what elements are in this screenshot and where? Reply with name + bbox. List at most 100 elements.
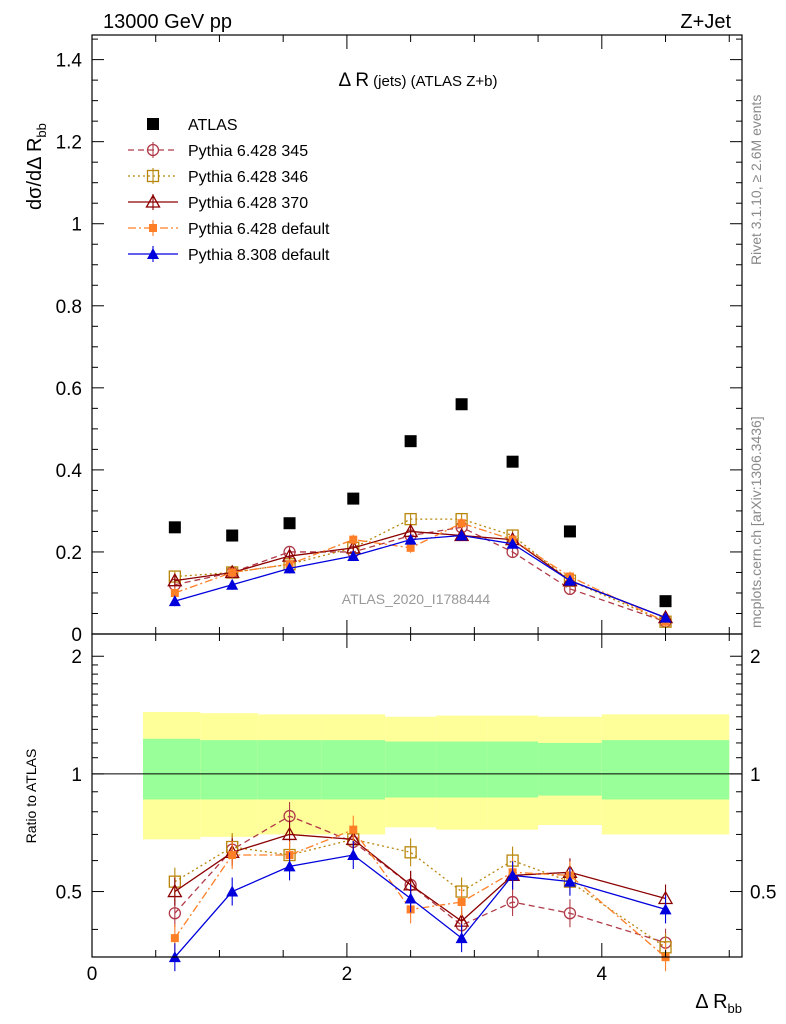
legend-marker-p345: [146, 143, 160, 157]
data-point-p345: [168, 907, 181, 920]
data-point-p8def: [455, 932, 468, 944]
band-inner-bin: [436, 741, 488, 798]
legend-marker-p346: [146, 169, 160, 183]
y-tick-label: 0.4: [56, 461, 83, 482]
ratio-tick-label-right: 2: [750, 647, 761, 668]
ratio-tick-label-right: 1: [750, 765, 761, 786]
data-point-atlas: [226, 529, 239, 542]
x-axis-label: Δ Rbb: [695, 991, 742, 1016]
rivet-version-label: Rivet 3.1.10, ≥ 2.6M events: [748, 95, 764, 265]
band-inner-bin: [142, 738, 201, 800]
main-y-axis-label: dσ/dΔ Rbb: [24, 123, 49, 210]
ratio-series-p346: [168, 825, 672, 962]
data-point-p8def: [283, 562, 296, 574]
data-point-p6def: [170, 934, 179, 943]
ratio-tick-label-left: 1: [71, 765, 82, 786]
process-label: Z+Jet: [680, 11, 731, 33]
legend-label-p8def: Pythia 8.308 default: [188, 247, 330, 264]
data-point-p8def: [506, 537, 519, 549]
series-line-p370: [174, 833, 666, 922]
series-line-p6def: [174, 828, 666, 958]
plot-title: Δ R (jets) (ATLAS Z+b): [339, 70, 498, 91]
data-point-p6def: [349, 535, 358, 544]
axis-ticks: 00.20.40.60.811.21.40 2 40.5 0.51 12 2: [56, 35, 776, 985]
legend: ATLAS Pythia 6.428 345 Pythia 6.428 346 Pyt…: [128, 117, 330, 264]
legend-label-p6def: Pythia 6.428 default: [188, 221, 330, 238]
data-point-p6def: [228, 851, 237, 860]
ratio-uncertainty-bands: [142, 711, 730, 840]
data-point-p8def: [226, 578, 239, 590]
data-point-p6def: [457, 898, 466, 907]
data-point-p8def: [563, 875, 576, 887]
data-point-atlas: [283, 517, 296, 530]
data-point-p8def: [563, 574, 576, 586]
y-tick-label: 1.2: [56, 133, 82, 154]
legend-marker-p6def: [149, 224, 157, 232]
ratio-panel-frame: [91, 633, 743, 958]
data-point-p8def: [283, 860, 296, 872]
series-atlas: [168, 398, 672, 608]
y-tick-label: 1: [71, 215, 82, 236]
data-point-p370: [281, 826, 298, 841]
ratio-series-p6def: [170, 815, 670, 972]
x-tick-label: 2: [342, 964, 353, 985]
mcplots-label: mcplots.cern.ch [arXiv:1306.3436]: [748, 416, 764, 628]
data-point-p8def: [506, 869, 519, 881]
data-point-p6def: [406, 543, 415, 552]
legend-label-p370: Pythia 6.428 370: [188, 195, 308, 212]
y-tick-label: 0.2: [56, 543, 82, 564]
data-point-atlas: [659, 595, 672, 608]
series-p8def: [168, 529, 672, 623]
data-point-p6def: [170, 588, 179, 597]
legend-entry-p8def: Pythia 8.308 default: [128, 246, 330, 264]
series-line-p346: [174, 838, 666, 948]
data-point-p346: [404, 846, 417, 859]
x-tick-label: 4: [597, 964, 608, 985]
data-point-p345: [506, 895, 519, 909]
ratio-y-axis-label: Ratio to ATLAS: [23, 749, 39, 844]
x-tick-label: 0: [87, 964, 98, 985]
legend-label-atlas: ATLAS: [188, 117, 238, 134]
legend-marker-p370: [145, 194, 161, 208]
series-line-p8def: [174, 854, 666, 958]
data-point-p8def: [659, 611, 672, 623]
data-point-p8def: [347, 550, 360, 562]
ratio-tick-label-right: 0.5: [750, 883, 776, 904]
band-inner-bin: [487, 741, 539, 798]
ratio-panel-series: [167, 802, 674, 972]
y-tick-label: 0.6: [56, 379, 82, 400]
ratio-tick-label-left: 0.5: [56, 883, 82, 904]
ratio-tick-label-left: 2: [71, 647, 82, 668]
legend-label-p346: Pythia 6.428 346: [188, 169, 308, 186]
band-inner-bin: [200, 740, 258, 800]
data-point-atlas: [404, 435, 417, 448]
data-point-atlas: [506, 455, 519, 468]
data-point-p370: [167, 883, 183, 898]
data-point-p6def: [457, 519, 466, 528]
data-point-p370: [167, 572, 183, 587]
data-point-p6def: [228, 568, 237, 577]
band-inner-bin: [321, 740, 386, 800]
panel-frames: [91, 34, 743, 958]
legend-entry-p346: Pythia 6.428 346: [128, 168, 308, 186]
y-tick-label: 1.4: [56, 51, 83, 72]
data-point-p8def: [168, 595, 181, 607]
beam-energy-label: 13000 GeV pp: [103, 11, 232, 33]
data-point-atlas: [563, 525, 576, 538]
series-p346: [168, 512, 672, 628]
data-point-p8def: [226, 885, 239, 897]
analysis-id-label: ATLAS_2020_I1788444: [342, 591, 491, 607]
main-panel-series: [167, 398, 674, 628]
series-p370: [167, 523, 674, 624]
band-inner-bin: [385, 741, 437, 798]
data-point-p8def: [404, 892, 417, 904]
band-inner-bin: [257, 740, 322, 800]
ratio-series-p8def: [168, 841, 672, 972]
series-p345: [168, 521, 672, 628]
data-point-p345: [563, 907, 577, 920]
data-point-p8def: [347, 849, 360, 861]
data-point-atlas: [168, 521, 181, 534]
data-point-p8def: [659, 903, 672, 915]
band-inner-bin: [538, 742, 602, 796]
